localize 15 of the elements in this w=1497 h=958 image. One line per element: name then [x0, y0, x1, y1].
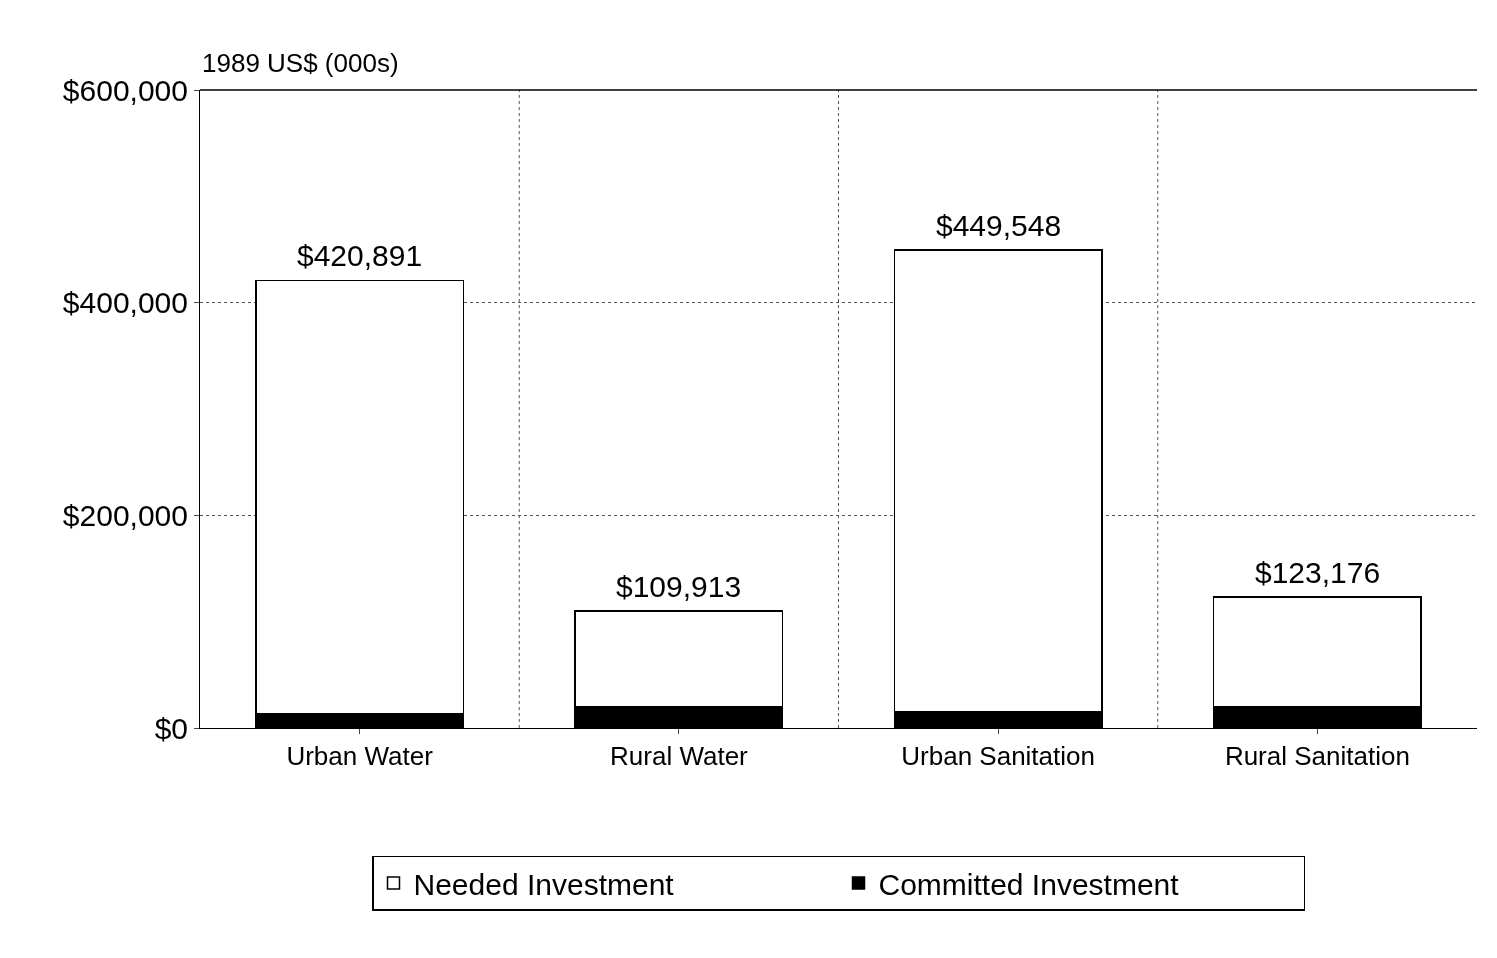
- x-tick-label: Rural Water: [610, 741, 749, 772]
- x-tick-label: Urban Sanitation: [901, 741, 1095, 772]
- total-label: $109,913: [616, 570, 742, 603]
- total-label: $449,548: [936, 209, 1062, 242]
- legend-label: Committed Investment: [878, 867, 1180, 901]
- y-tick-label: $400,000: [62, 286, 188, 320]
- y-tick-label: $200,000: [62, 498, 188, 532]
- y-axis-title: 1989 US$ (000s): [202, 48, 399, 78]
- total-label: $420,891: [297, 239, 423, 272]
- legend-label: Needed Investment: [413, 867, 675, 901]
- x-tick-label: Rural Sanitation: [1224, 741, 1410, 772]
- y-tick-label: $0: [154, 711, 188, 745]
- y-tick-label: $600,000: [62, 73, 188, 107]
- x-tick-label: Urban Water: [286, 741, 434, 772]
- total-label: $123,176: [1255, 556, 1381, 589]
